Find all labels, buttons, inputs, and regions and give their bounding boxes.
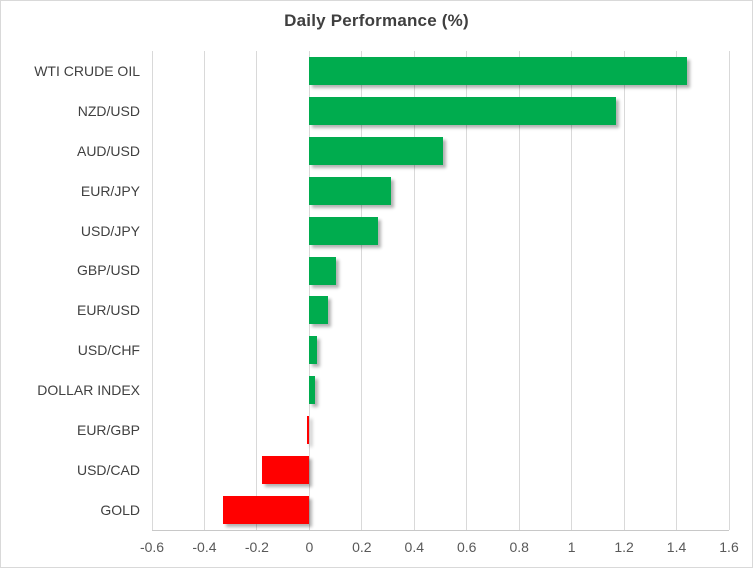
category-label: WTI CRUDE OIL xyxy=(34,62,140,79)
category-label: GOLD xyxy=(100,501,140,518)
x-tick-label: 1.6 xyxy=(719,539,739,555)
gridline xyxy=(676,51,678,530)
chart-title: Daily Performance (%) xyxy=(284,11,469,30)
gridline xyxy=(466,51,468,530)
category-label: NZD/USD xyxy=(77,102,140,119)
gridline xyxy=(518,51,520,530)
gridline xyxy=(308,51,310,530)
x-tick-label: 1 xyxy=(567,539,576,555)
bar-usd-jpy xyxy=(309,216,378,245)
category-label: EUR/USD xyxy=(76,302,140,319)
category-label: USD/CAD xyxy=(76,462,140,479)
x-tick-label: 0.4 xyxy=(404,539,424,555)
x-tick-label: 0.2 xyxy=(352,539,372,555)
gridline xyxy=(623,51,625,530)
x-tick-label: -0.2 xyxy=(244,539,269,555)
x-tick-label: 0 xyxy=(305,539,314,555)
category-label: DOLLAR INDEX xyxy=(37,382,140,399)
bar-nzd-usd xyxy=(309,96,617,125)
bar-gold xyxy=(222,496,310,525)
gridline xyxy=(361,51,363,530)
category-label: GBP/USD xyxy=(76,262,140,279)
category-label: EUR/JPY xyxy=(80,182,140,199)
x-tick-label: 1.2 xyxy=(614,539,634,555)
bar-eur-gbp xyxy=(306,416,310,445)
gridline xyxy=(728,51,730,530)
bar-aud-usd xyxy=(309,136,444,165)
category-axis-labels: WTI CRUDE OIL NZD/USD AUD/USD EUR/JPY USD/JP… xyxy=(1,51,146,530)
x-tick-label: 0.6 xyxy=(456,539,477,555)
bar-eur-jpy xyxy=(309,176,391,205)
gridline xyxy=(413,51,415,530)
bar-usd-chf xyxy=(309,336,318,365)
gridline xyxy=(256,51,258,530)
category-label: USD/CHF xyxy=(77,342,140,359)
bar-gbp-usd xyxy=(309,256,336,285)
bar-dollar-index xyxy=(309,376,315,405)
bar-usd-cad xyxy=(262,456,310,485)
category-label: EUR/GBP xyxy=(76,422,140,439)
value-axis-labels: -0.6 -0.4 -0.2 0 0.2 0.4 0.6 0.8 1 1.2 1.4 1.6 xyxy=(1,539,752,559)
bar-wti-crude-oil xyxy=(309,56,688,85)
gridline xyxy=(151,51,153,530)
x-tick-label: 0.8 xyxy=(509,539,529,555)
plot-area xyxy=(151,51,730,531)
x-tick-label: -0.6 xyxy=(139,539,165,555)
category-label: USD/JPY xyxy=(80,222,140,239)
x-tick-label: -0.4 xyxy=(192,539,217,555)
x-tick-label: 1.4 xyxy=(666,539,687,555)
gridline xyxy=(203,51,205,530)
category-label: AUD/USD xyxy=(76,142,140,159)
gridline xyxy=(571,51,573,530)
bar-eur-usd xyxy=(309,296,328,325)
